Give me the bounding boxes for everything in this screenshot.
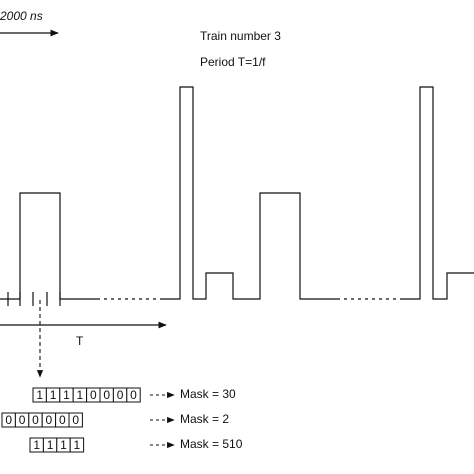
bit-value: 1: [36, 388, 43, 402]
scale-label: 2000 ns: [0, 9, 43, 23]
bit-value: 1: [63, 388, 70, 402]
bit-value: 1: [33, 438, 40, 452]
bit-value: 0: [46, 413, 53, 427]
bit-value: 0: [103, 388, 110, 402]
bit-value: 1: [47, 438, 54, 452]
bit-cell: [69, 437, 85, 453]
bit-value: 0: [130, 388, 137, 402]
bit-value: 1: [60, 438, 67, 452]
bit-value: 0: [90, 388, 97, 402]
train-label: Train number 3: [200, 29, 281, 43]
bit-value: 0: [117, 388, 124, 402]
bit-value: 0: [32, 413, 39, 427]
bit-cell: [126, 387, 141, 403]
bit-value: 0: [5, 413, 12, 427]
mask-label: Mask = 510: [180, 437, 243, 451]
bit-value: 0: [19, 413, 26, 427]
bit-value: 0: [59, 413, 66, 427]
period-axis-label: T: [76, 334, 84, 348]
bit-value: 0: [72, 413, 79, 427]
bit-cell: [68, 412, 83, 428]
waveform: [0, 86, 474, 306]
mask-label: Mask = 2: [180, 412, 229, 426]
mask-label: Mask = 30: [180, 387, 236, 401]
bit-value: 1: [50, 388, 57, 402]
mask-rows: 1 1 1 1 0 0 0 0 Mask = 300 0 0 0 0 0 Mask = 21 1 1 1 Mask …: [1, 387, 243, 453]
bit-value: 1: [77, 388, 84, 402]
bit-value: 1: [74, 438, 81, 452]
period-label: Period T=1/f: [200, 55, 266, 69]
